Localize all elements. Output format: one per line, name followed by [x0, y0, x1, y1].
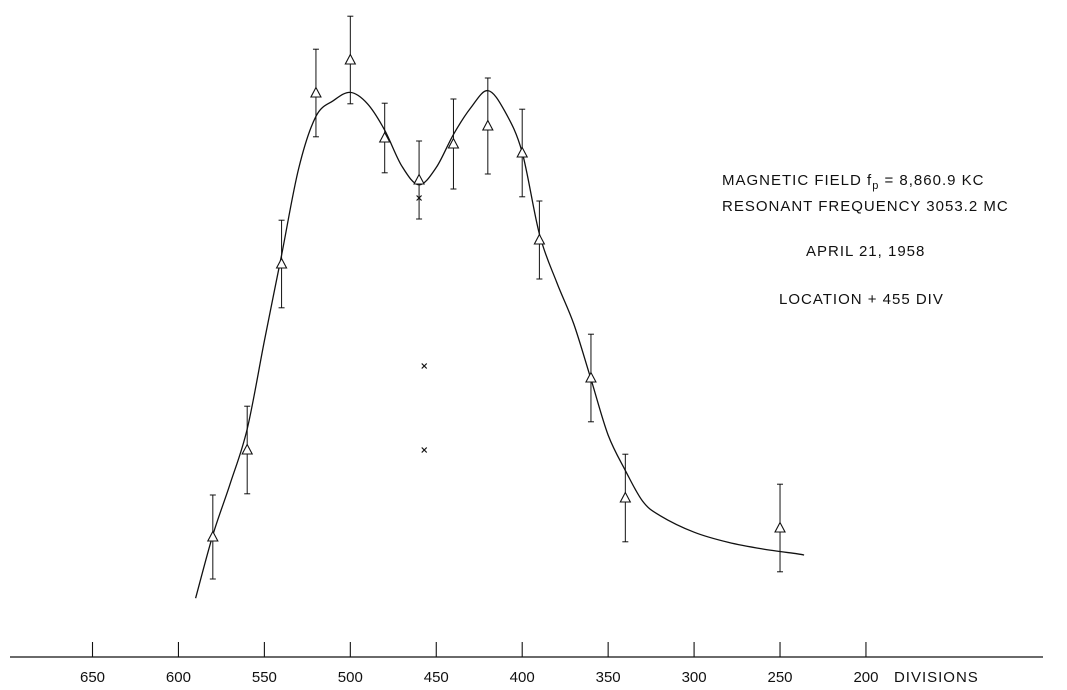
annotation-resonant-frequency: RESONANT FREQUENCY 3053.2 MC [722, 198, 1009, 215]
triangle-marker [344, 53, 357, 65]
x-tick-label: 200 [853, 669, 878, 686]
data-point-triangle [206, 494, 219, 580]
data-point-triangle [533, 200, 546, 280]
triangle-marker [275, 257, 288, 269]
triangle-marker [206, 530, 219, 542]
x-axis-label: DIVISIONS [894, 669, 979, 686]
x-tick-label: 450 [424, 669, 449, 686]
data-points-group [206, 15, 786, 580]
triangle-marker [447, 137, 460, 149]
fit-curve-line [194, 89, 805, 599]
data-point-triangle [481, 77, 494, 175]
x-tick-label: 650 [80, 669, 105, 686]
x-tick-label: 600 [166, 669, 191, 686]
x-tick-label: 500 [338, 669, 363, 686]
annotation-magnetic-field-subscript: p [872, 180, 880, 192]
triangle-marker [619, 491, 632, 503]
x-tick-label: 550 [252, 669, 277, 686]
triangle-marker [774, 521, 786, 533]
data-point-triangle [413, 140, 425, 220]
data-point-triangle [241, 405, 254, 495]
triangle-marker [310, 86, 322, 98]
data-point-x [416, 195, 422, 201]
data-point-x [421, 363, 428, 369]
data-point-triangle [310, 48, 322, 138]
data-point-triangle [774, 483, 786, 573]
x-tick-label: 300 [682, 669, 707, 686]
triangle-marker [585, 371, 597, 383]
annotation-magnetic-field-value: = 8,860.9 KC [879, 172, 985, 189]
triangle-marker [378, 131, 391, 143]
data-point-triangle [378, 102, 391, 174]
triangle-marker [533, 233, 546, 245]
data-point-triangle [585, 333, 597, 423]
data-point-triangle [275, 219, 288, 309]
triangle-marker [413, 173, 425, 185]
x-tick-label: 400 [510, 669, 535, 686]
data-point-triangle [447, 98, 460, 190]
x-tick-label: 350 [596, 669, 621, 686]
x-marker-stroke [416, 195, 422, 201]
annotation-location: LOCATION + 455 DIV [779, 291, 944, 308]
x-tick-label: 250 [768, 669, 793, 686]
annotation-date: APRIL 21, 1958 [806, 243, 926, 260]
triangle-marker [516, 146, 529, 158]
annotation-magnetic-field: MAGNETIC FIELD fp = 8,860.9 KC [722, 172, 984, 192]
fit-curve-group [194, 89, 805, 599]
triangle-marker [241, 443, 254, 455]
data-point-triangle [344, 15, 357, 105]
x-marker-stroke [421, 447, 428, 453]
triangle-marker [481, 119, 494, 131]
data-point-triangle [516, 108, 529, 198]
data-point-x [421, 447, 428, 453]
annotation-magnetic-field-text: MAGNETIC FIELD f [722, 172, 873, 189]
data-point-triangle [619, 453, 632, 543]
x-axis: 650 600 550 500 450 400 350 300 250 200 DIVISIONS [10, 642, 1043, 686]
x-marker-stroke [421, 363, 428, 369]
